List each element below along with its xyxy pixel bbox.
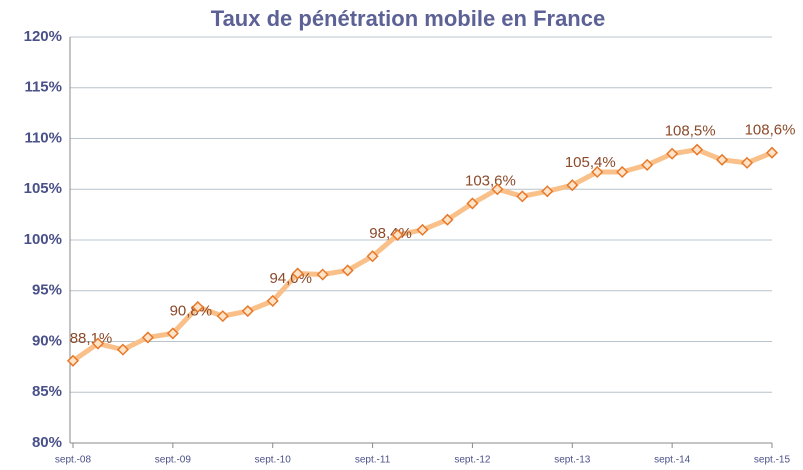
y-tick-label: 110% [24,129,62,146]
y-tick-label: 100% [24,231,62,248]
y-tick-label: 90% [32,332,62,349]
y-tick-label: 105% [24,180,62,197]
marker [765,146,779,159]
x-tick-label: sept.-14 [654,455,691,466]
marker [416,223,429,236]
x-tick-label: sept.-15 [754,455,791,466]
marker [441,213,454,226]
marker [116,343,129,356]
y-tick-label: 80% [32,434,62,451]
chart-title: Taux de pénétration mobile en France [211,6,605,31]
marker [166,327,179,340]
marker [541,185,554,198]
x-tick-label: sept.-08 [55,455,92,466]
value-label: 94,0% [269,270,312,287]
marker [91,337,105,350]
value-label: 108,6% [745,122,796,139]
marker [616,165,629,179]
value-label: 88,1% [70,330,113,347]
value-label: 108,5% [665,123,716,140]
marker [566,179,579,192]
marker [691,143,704,156]
x-tick-label: sept.-11 [355,455,391,466]
y-tick-label: 120% [24,28,62,45]
marker [241,304,254,318]
marker [216,310,229,323]
line [71,147,773,363]
marker [141,331,154,344]
marker [66,354,80,367]
marker [391,228,404,241]
value-label: 90,8% [170,302,213,319]
value-label: 105,4% [565,154,616,171]
marker [316,268,329,281]
x-tick-label: sept.-12 [454,455,491,466]
x-tick-label: sept.-10 [255,455,292,466]
marker [266,294,279,307]
y-tick-label: 95% [32,282,62,299]
marker [516,190,529,203]
marker [740,156,754,169]
y-tick-label: 85% [32,383,62,400]
marker [591,165,604,179]
marker [291,267,304,280]
marker [491,183,504,196]
y-tick-label: 115% [24,79,62,96]
marker [716,153,729,166]
value-label: 103,6% [465,172,516,189]
marker [341,264,354,277]
marker [666,147,679,160]
marker [191,300,204,314]
value-label: 98,4% [369,225,412,242]
marker [641,158,654,171]
marker [366,250,379,263]
x-tick-label: sept.-13 [554,455,591,466]
x-tick-label: sept.-09 [155,455,192,466]
marker [466,197,479,210]
